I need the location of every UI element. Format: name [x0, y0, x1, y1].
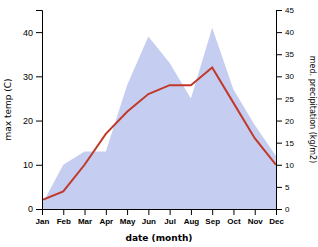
- tick: 20: [23, 116, 42, 126]
- tick: 15: [276, 139, 294, 148]
- tick: Jun: [142, 209, 156, 226]
- tick: 10: [276, 161, 294, 170]
- tick: Sep: [205, 209, 220, 226]
- tick-label: Apr: [99, 217, 113, 226]
- y2-axis-title: med. precipitation (kg/m2): [308, 56, 317, 163]
- tick-label: 15: [285, 139, 294, 148]
- tick-label: 5: [285, 183, 290, 192]
- tick-mark: [36, 32, 42, 33]
- tick-mark: [255, 209, 256, 215]
- area: [42, 28, 276, 209]
- tick-mark: [63, 209, 64, 215]
- tick-mark: [106, 209, 107, 215]
- tick: Nov: [248, 209, 264, 226]
- x-axis: Jan Feb Mar Apr May Jun Jul Aug Sep Oct Nov Dec: [36, 209, 285, 226]
- tick-label: Jan: [36, 217, 50, 226]
- tick-mark: [148, 209, 149, 215]
- tick-label: 30: [285, 72, 294, 81]
- tick-label: 10: [23, 160, 33, 170]
- tick-label: 20: [285, 117, 294, 126]
- tick-label: Mar: [78, 217, 92, 226]
- tick: 40: [276, 28, 294, 37]
- tick-label: Sep: [205, 217, 220, 226]
- tick-mark: [233, 209, 234, 215]
- tick-mark: [276, 143, 282, 144]
- y-axis-title: max temp (C): [3, 78, 13, 140]
- tick: 5: [276, 183, 290, 192]
- tick-mark: [36, 121, 42, 122]
- tick-label: 45: [285, 6, 294, 15]
- tick: 45: [276, 6, 294, 15]
- axis-line: [277, 11, 283, 210]
- tick: 10: [23, 160, 42, 170]
- tick-mark: [36, 165, 42, 166]
- tick-label: Jun: [142, 217, 156, 226]
- tick: 25: [276, 95, 294, 104]
- line: [42, 67, 276, 200]
- tick-label: Feb: [57, 217, 71, 226]
- tick: May: [120, 209, 136, 226]
- tick-label: 35: [285, 50, 294, 59]
- tick-mark: [276, 209, 282, 210]
- tick-mark: [85, 209, 86, 215]
- tick-mark: [276, 10, 282, 11]
- tick-mark: [36, 209, 42, 210]
- tick-label: 30: [23, 72, 33, 82]
- tick-mark: [276, 54, 282, 55]
- x-axis-title: date (month): [126, 233, 193, 243]
- tick-mark: [276, 165, 282, 166]
- plot: JanFebMarAprMayJunJulAugSepOctNovDec0102…: [23, 6, 294, 226]
- tick-mark: [170, 209, 171, 215]
- tick-label: May: [120, 217, 136, 226]
- tick: Aug: [184, 209, 200, 226]
- tick-label: Dec: [269, 217, 284, 226]
- chart: JanFebMarAprMayJunJulAugSepOctNovDec0102…: [0, 0, 318, 247]
- tick-label: 0: [285, 205, 290, 214]
- tick-mark: [276, 98, 282, 99]
- tick-label: 40: [23, 27, 33, 37]
- tick-mark: [276, 121, 282, 122]
- tick-label: Oct: [227, 217, 241, 226]
- tick-label: 25: [285, 95, 294, 104]
- tick: 0: [28, 204, 42, 214]
- tick-label: Aug: [184, 217, 200, 226]
- tick-mark: [36, 76, 42, 77]
- y-axis: 0 10 20 30 40: [23, 11, 43, 215]
- tick: Dec: [269, 209, 284, 226]
- tick-mark: [212, 209, 213, 215]
- tick: Jan: [36, 209, 50, 226]
- axis-line: [36, 11, 43, 210]
- axis-line: [43, 210, 277, 216]
- tick: Jul: [164, 209, 176, 226]
- tick: 0: [276, 205, 290, 214]
- tick: 40: [23, 27, 42, 37]
- tick-label: 10: [285, 161, 294, 170]
- marks: [42, 28, 276, 209]
- tick-label: Nov: [248, 217, 264, 226]
- tick-mark: [276, 32, 282, 33]
- tick: 35: [276, 50, 294, 59]
- tick: Mar: [78, 209, 92, 226]
- tick: 20: [276, 117, 294, 126]
- tick-mark: [276, 187, 282, 188]
- tick: Feb: [57, 209, 71, 226]
- tick: 30: [276, 72, 294, 81]
- tick-label: 0: [28, 204, 33, 214]
- tick-label: Jul: [164, 217, 176, 226]
- tick: Apr: [99, 209, 113, 226]
- y2-axis: 0 5 10 15 20 25 30 35 40 45: [276, 6, 294, 214]
- tick-mark: [276, 76, 282, 77]
- tick-label: 20: [23, 116, 33, 126]
- tick-label: 40: [285, 28, 294, 37]
- tick: 30: [23, 72, 42, 82]
- tick-mark: [191, 209, 192, 215]
- tick: Oct: [227, 209, 241, 226]
- tick-mark: [127, 209, 128, 215]
